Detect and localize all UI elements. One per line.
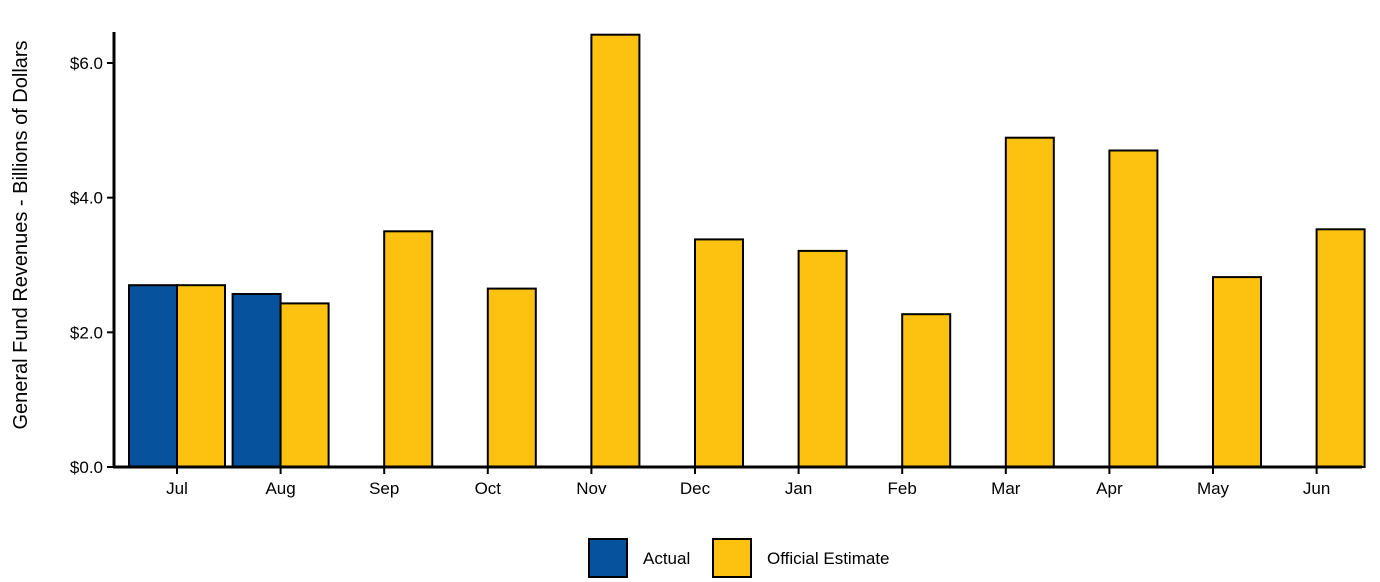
x-tick-label-jan: Jan <box>785 479 812 498</box>
y-axis: $0.0 $2.0 $4.0 $6.0 <box>70 32 116 477</box>
x-tick-label-jun: Jun <box>1303 479 1330 498</box>
bar-official-estimate-mar <box>1004 136 1055 468</box>
x-tick-label-may: May <box>1197 479 1230 498</box>
bar-official-estimate-apr <box>1108 149 1159 468</box>
bar-official-estimate-feb <box>901 313 952 469</box>
x-tick-label-aug: Aug <box>265 479 295 498</box>
bar-official-estimate-jun <box>1315 228 1366 468</box>
bar-official-estimate-nov <box>590 33 641 468</box>
legend-swatch-official-estimate <box>712 538 752 578</box>
x-axis: Jul Aug Sep Oct Nov Dec Jan Feb Mar Apr May Jun <box>113 465 1362 498</box>
x-tick-label-nov: Nov <box>576 479 607 498</box>
bar-official-estimate-sep <box>383 230 434 468</box>
y-tick-label: $0.0 <box>70 458 103 477</box>
bar-official-estimate-jul <box>176 284 226 469</box>
bar-official-estimate-jan <box>797 249 848 468</box>
x-tick-label-oct: Oct <box>475 479 502 498</box>
bar-official-estimate-oct <box>486 287 537 468</box>
x-tick-label-jul: Jul <box>166 479 188 498</box>
bar-official-estimate-may <box>1212 276 1262 468</box>
x-tick-label-dec: Dec <box>680 479 711 498</box>
x-tick-label-mar: Mar <box>991 479 1021 498</box>
y-axis-label: General Fund Revenues - Billions of Doll… <box>10 40 32 429</box>
y-tick-label: $4.0 <box>70 189 103 208</box>
bar-official-estimate-dec <box>694 238 744 468</box>
bars-layer <box>128 33 1366 469</box>
legend: Actual Official Estimate <box>588 538 890 578</box>
x-tick-label-sep: Sep <box>369 479 399 498</box>
x-tick-label-feb: Feb <box>888 479 917 498</box>
y-tick-label: $2.0 <box>70 323 103 342</box>
legend-label-actual: Actual <box>643 549 690 568</box>
bar-actual-jul <box>128 284 178 469</box>
legend-swatch-actual <box>588 538 628 578</box>
bar-official-estimate-aug <box>279 302 330 468</box>
y-tick-label: $6.0 <box>70 54 103 73</box>
legend-label-official-estimate: Official Estimate <box>767 549 890 568</box>
bar-actual-aug <box>231 293 282 468</box>
x-tick-label-apr: Apr <box>1096 479 1123 498</box>
